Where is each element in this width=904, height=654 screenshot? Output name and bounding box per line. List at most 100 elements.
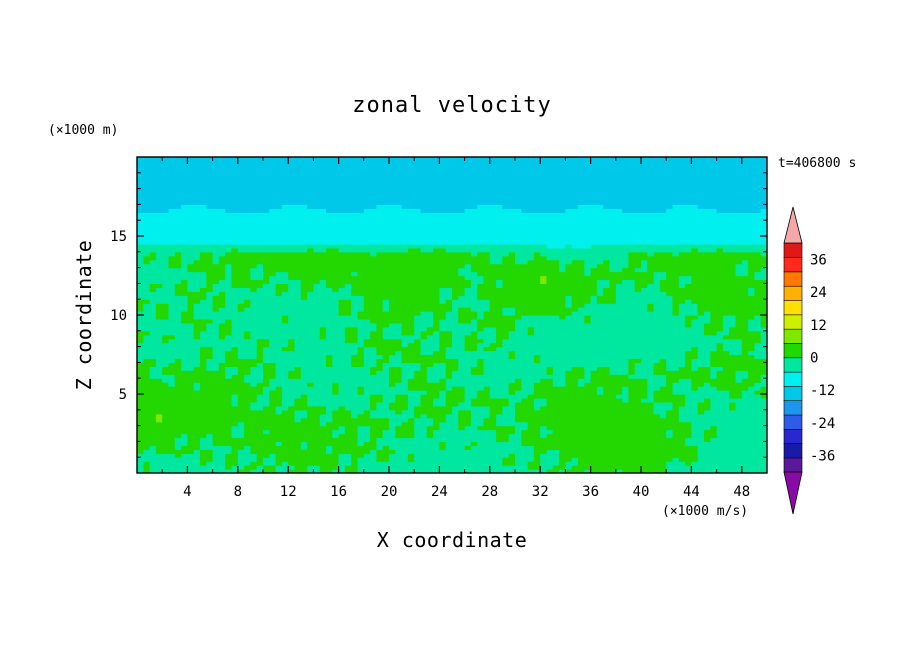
field-cell — [300, 346, 308, 352]
field-cell — [382, 362, 390, 367]
field-cell — [748, 350, 755, 356]
field-cell — [515, 338, 522, 344]
field-cell — [200, 303, 207, 308]
field-cell — [603, 457, 611, 462]
field-cell — [181, 366, 188, 371]
field-cell — [351, 386, 359, 391]
field-cell — [206, 330, 214, 336]
field-cell — [533, 457, 541, 462]
field-cell — [748, 390, 755, 395]
field-cell — [691, 441, 699, 446]
field-cell — [578, 374, 585, 379]
field-cell — [294, 354, 302, 360]
field-cell — [187, 433, 195, 439]
field-cell — [458, 346, 466, 352]
field-cell — [533, 469, 541, 473]
field-cell — [168, 374, 176, 379]
field-cell — [590, 374, 598, 379]
field-cell — [174, 362, 182, 367]
field-cell — [256, 453, 264, 458]
field-cell — [735, 374, 743, 379]
field-cell — [578, 358, 585, 363]
field-cell — [445, 394, 453, 399]
field-cell — [508, 394, 516, 399]
field-cell — [452, 421, 459, 427]
field-cell — [452, 409, 459, 415]
field-cell — [395, 425, 403, 431]
field-cell — [470, 307, 478, 312]
field-cell — [578, 382, 585, 387]
field-cell — [294, 334, 302, 340]
field-cell — [508, 449, 516, 454]
field-cell — [641, 283, 648, 288]
field-cell — [622, 287, 629, 292]
field-cell — [571, 421, 579, 427]
field-cell — [225, 342, 233, 348]
field-cell — [653, 311, 661, 316]
field-cell — [685, 334, 692, 340]
field-cell — [370, 346, 377, 352]
field-cell — [515, 283, 522, 288]
field-cell — [181, 394, 188, 399]
field-cell — [250, 346, 258, 352]
field-cell — [281, 386, 289, 391]
field-cell — [174, 334, 182, 340]
field-cell — [641, 334, 648, 340]
field-cell — [181, 425, 188, 431]
field-cell — [181, 429, 188, 435]
field-cell — [332, 299, 340, 304]
field-cell — [351, 382, 359, 387]
field-cell — [193, 433, 201, 439]
field-cell — [596, 311, 604, 316]
field-cell — [143, 449, 151, 454]
field-cell — [565, 311, 573, 316]
field-cell — [578, 453, 585, 458]
field-cell — [187, 287, 195, 292]
field-cell — [477, 457, 485, 462]
field-cell — [470, 429, 478, 435]
field-cell — [332, 342, 340, 348]
field-cell — [445, 287, 453, 292]
field-cell — [678, 397, 686, 403]
field-cell — [187, 358, 195, 363]
field-cell — [263, 338, 270, 344]
field-cell — [137, 362, 144, 367]
field-cell — [181, 358, 188, 363]
field-cell — [609, 315, 617, 320]
field-cell — [748, 441, 755, 446]
field-cell — [672, 386, 680, 391]
field-cell — [584, 374, 592, 379]
field-cell — [231, 338, 239, 344]
field-cell — [559, 461, 566, 466]
field-cell — [565, 469, 573, 473]
field-cell — [395, 354, 403, 360]
field-cell — [420, 303, 428, 308]
field-cell — [414, 362, 422, 367]
field-cell — [275, 295, 283, 300]
field-cell — [351, 465, 359, 470]
field-cell — [458, 315, 466, 320]
field-cell — [540, 311, 548, 316]
field-cell — [162, 303, 170, 308]
field-cell — [590, 429, 598, 435]
field-cell — [697, 291, 705, 296]
field-cell — [445, 334, 453, 340]
field-cell — [212, 469, 220, 473]
field-cell — [313, 469, 321, 473]
field-cell — [357, 362, 365, 367]
field-cell — [685, 315, 692, 320]
field-cell — [672, 346, 680, 352]
field-cell — [269, 469, 277, 473]
field-cell — [521, 366, 529, 371]
field-cell — [401, 413, 409, 419]
field-cell — [641, 346, 648, 352]
field-cell — [363, 437, 371, 442]
field-cell — [181, 441, 188, 446]
field-cell — [300, 307, 308, 312]
field-cell — [697, 358, 705, 363]
field-cell — [300, 374, 308, 379]
field-cell — [659, 394, 667, 399]
field-cell — [294, 291, 302, 296]
field-cell — [181, 390, 188, 395]
field-cell — [206, 283, 214, 288]
